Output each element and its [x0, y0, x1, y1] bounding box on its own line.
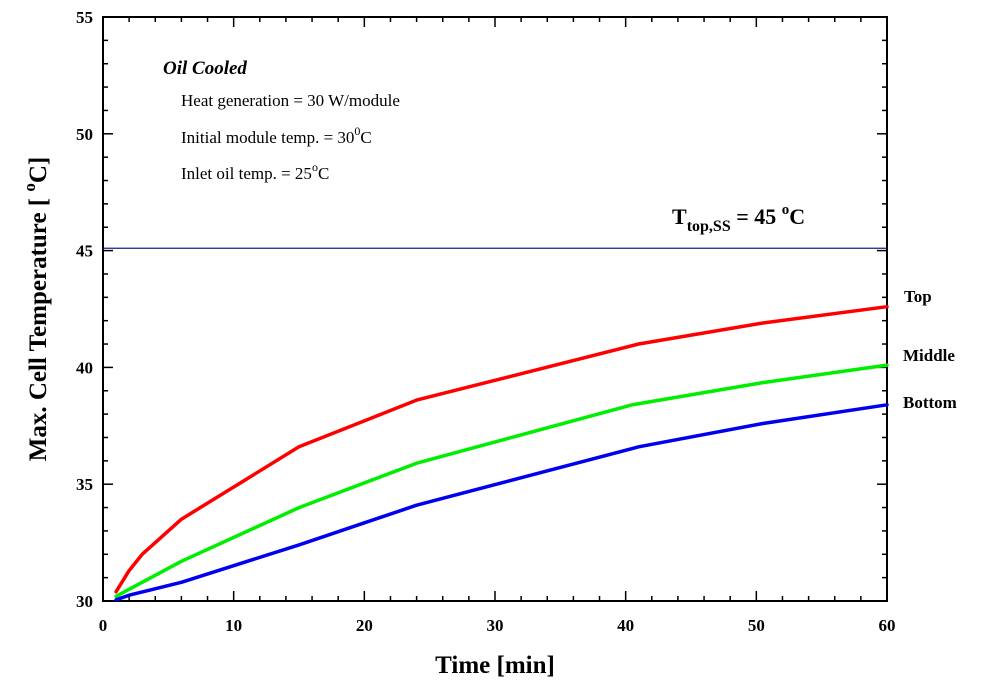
- annotation-heat-generation: Heat generation = 30 W/module: [181, 91, 400, 110]
- series-line-bottom: [114, 403, 889, 602]
- y-tick-label-45: 45: [76, 242, 93, 261]
- axis-ticks: [102, 16, 888, 602]
- x-tick-label-60: 60: [879, 616, 896, 635]
- series-line-middle: [114, 363, 889, 599]
- x-tick-label-10: 10: [225, 616, 242, 635]
- y-axis-title: Max. Cell Temperature [ oC]: [20, 157, 52, 462]
- x-tick-label-40: 40: [617, 616, 634, 635]
- annotation-initial-temp: Initial module temp. = 300C: [181, 124, 372, 147]
- y-tick-label-55: 55: [76, 8, 93, 27]
- tick-labels: 0 10 20 30 40 50 60 30 35 40 45 50 55: [76, 8, 896, 635]
- series-line-top: [114, 304, 889, 594]
- x-tick-label-0: 0: [99, 616, 108, 635]
- y-tick-label-35: 35: [76, 475, 93, 494]
- x-tick-label-30: 30: [487, 616, 504, 635]
- series-label-top: Top: [904, 287, 932, 306]
- y-tick-label-50: 50: [76, 125, 93, 144]
- y-tick-label-30: 30: [76, 592, 93, 611]
- series-label-bottom: Bottom: [903, 393, 957, 412]
- reference-line-label: Ttop,SS = 45 oC: [672, 202, 805, 235]
- annotation-inlet-temp: Inlet oil temp. = 25oC: [181, 160, 329, 183]
- x-tick-label-50: 50: [748, 616, 765, 635]
- annotation-title: Oil Cooled: [163, 58, 247, 79]
- series-label-middle: Middle: [903, 346, 955, 365]
- x-tick-label-20: 20: [356, 616, 373, 635]
- x-axis-title: Time [min]: [435, 652, 555, 679]
- y-tick-label-40: 40: [76, 358, 93, 377]
- series-group: [114, 304, 889, 602]
